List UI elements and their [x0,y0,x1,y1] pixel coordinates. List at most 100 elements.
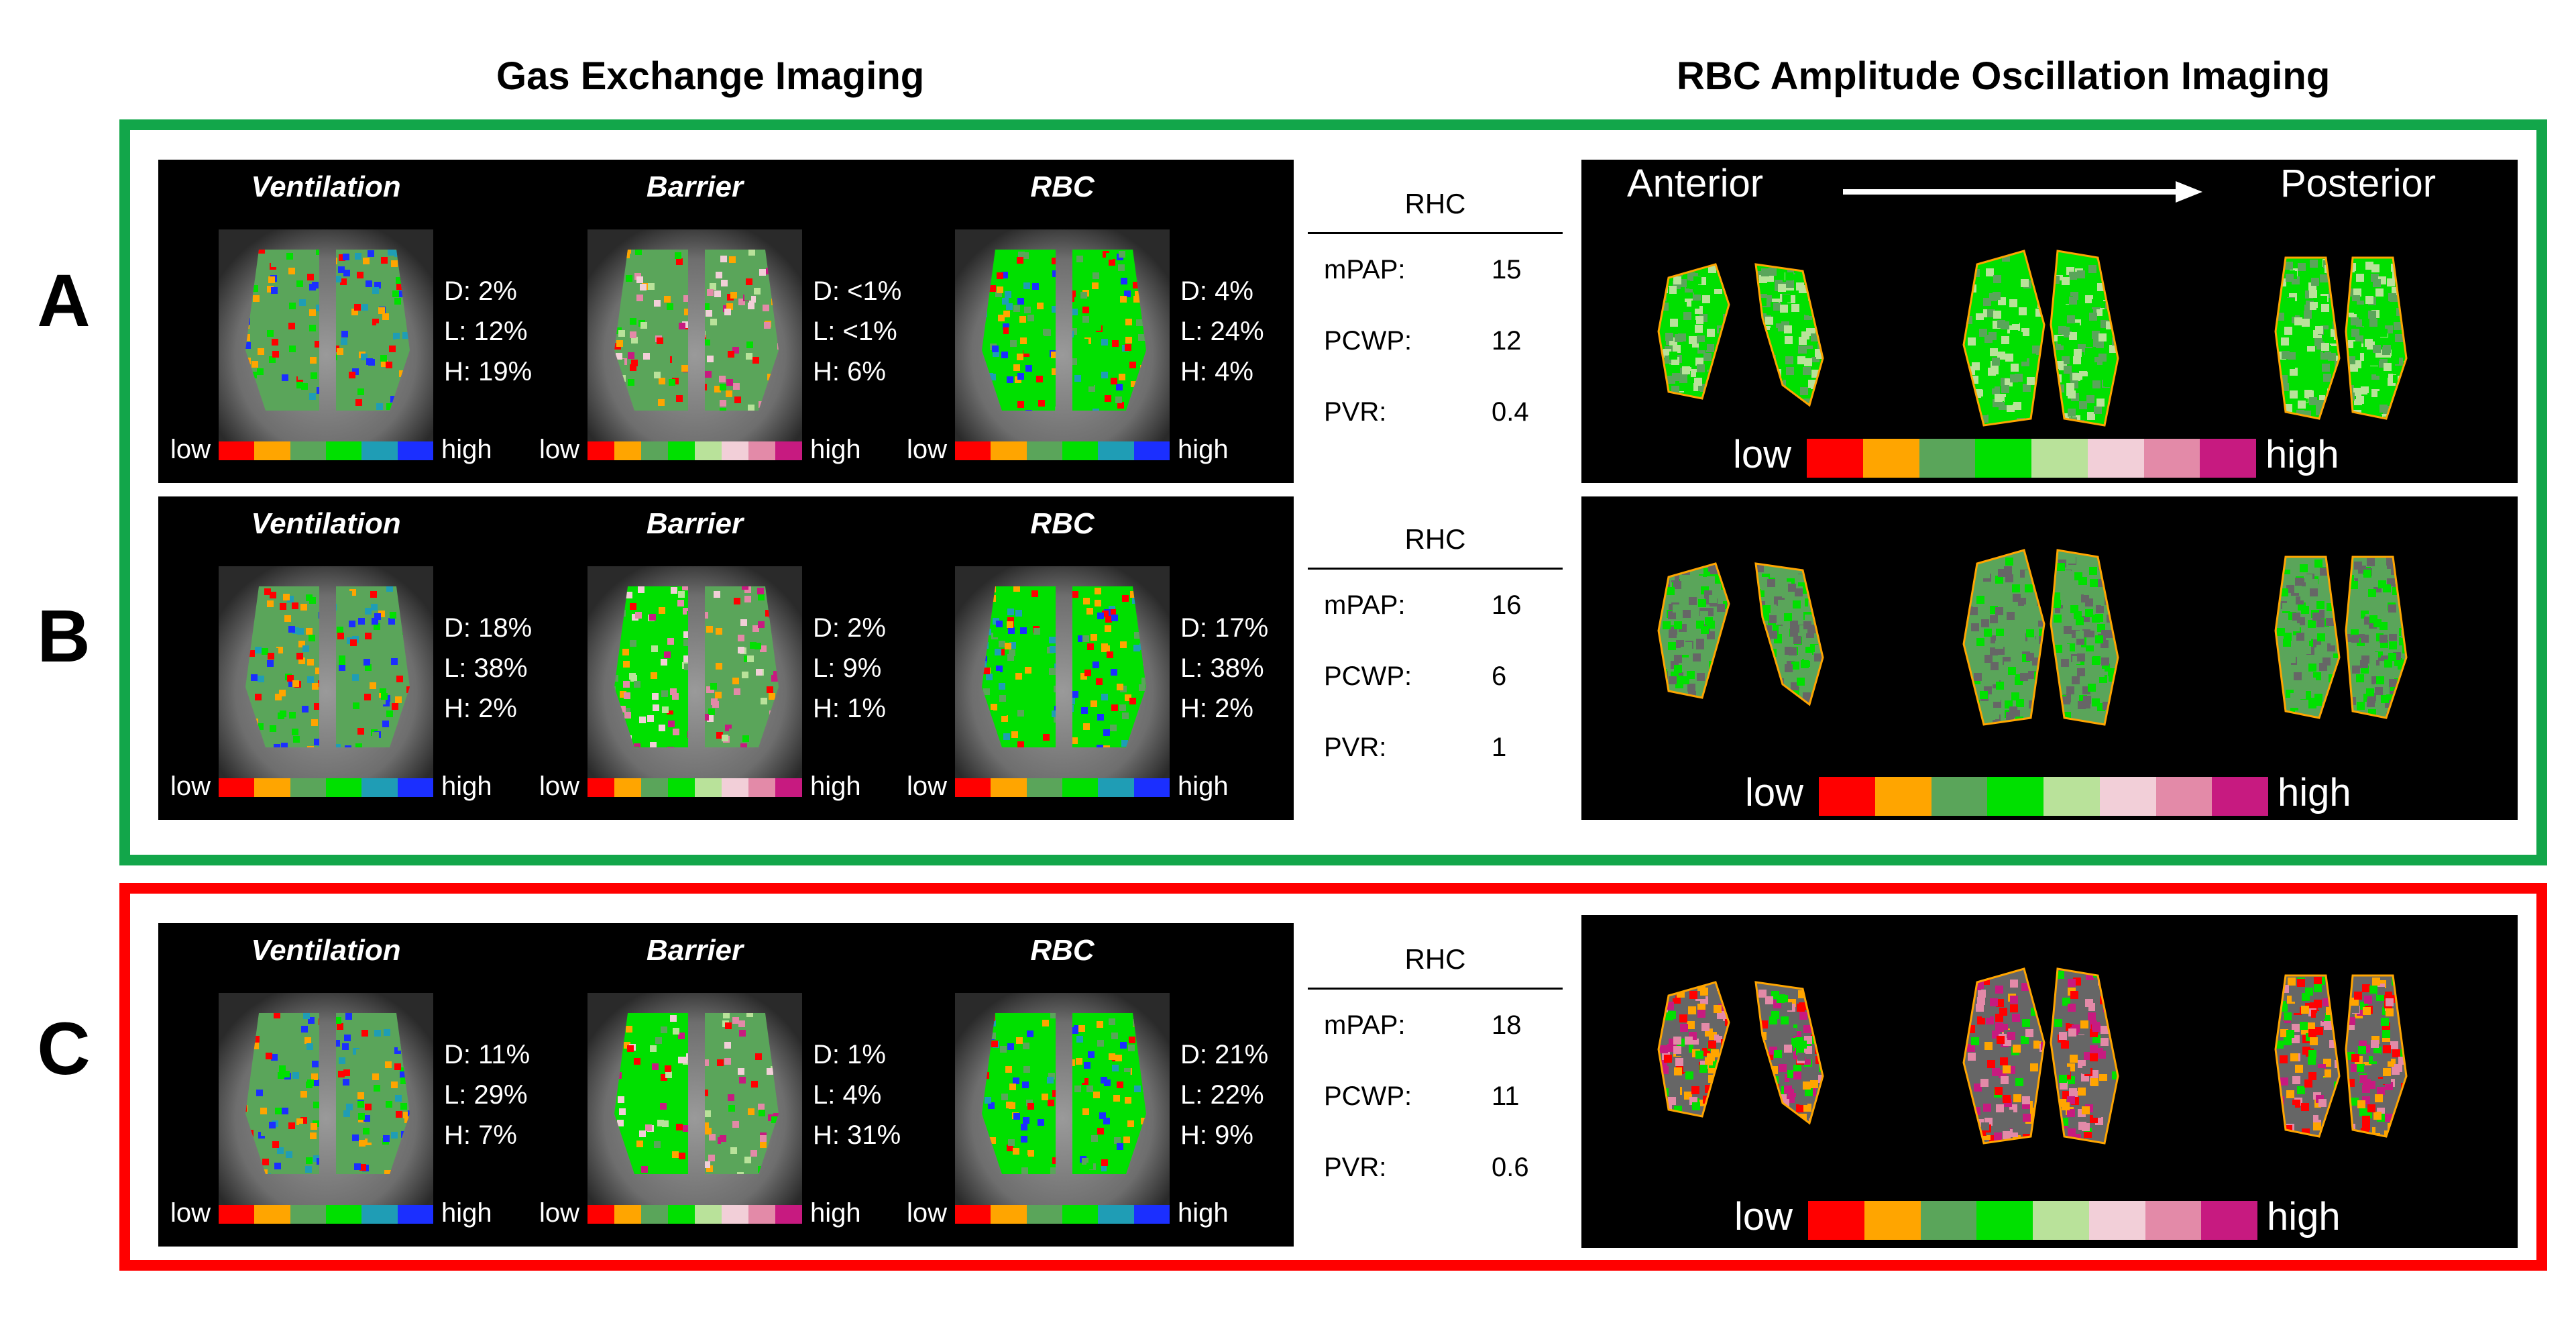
rbc-lung-map-image [955,993,1170,1221]
ventilation-map-title: Ventilation [251,934,401,967]
mpap-label: mPAP: [1324,1010,1406,1040]
rhc-divider [1308,988,1563,990]
oscillation-lung-images [1657,250,2408,427]
barrier-stat-d: D: <1% [813,276,902,306]
colorbar-bin [1987,777,2043,816]
barrier-map-title: Barrier [646,934,744,967]
oscillation-panel-c: low high [1581,915,2518,1248]
rbc-stat-d: D: 21% [1180,1040,1269,1069]
rbc-defect-stats: D: 17% L: 38% H: 2% [1180,608,1268,729]
rhc-row-pcwp: PCWP: 12 [1308,305,1563,376]
colorbar-bin [2200,439,2256,478]
posterior-label: Posterior [2280,162,2437,205]
ventilation-scale-high: high [441,435,492,464]
ventilation-colorbar [219,778,433,797]
pvr-label: PVR: [1324,733,1387,762]
gas-exchange-panel-a: Ventilation D: 2% L: 12% H: 19% low high Barri… [158,160,1294,483]
colorbar-bin [397,441,433,460]
barrier-stat-d: D: 1% [813,1040,886,1069]
pcwp-value: 11 [1492,1081,1520,1111]
ventilation-stat-d: D: 2% [444,276,517,306]
colorbar-bin [2143,439,2200,478]
rhc-row-mpap: mPAP: 18 [1308,990,1563,1061]
barrier-scale-low: low [539,1198,580,1228]
ventilation-scale-high: high [441,772,492,801]
rbc-stat-h: H: 4% [1180,357,1253,386]
pvr-label: PVR: [1324,1153,1387,1182]
ventilation-stat-h: H: 19% [444,357,533,386]
rhc-row-pcwp: PCWP: 6 [1308,641,1563,712]
colorbar-bin [2088,1201,2145,1240]
colorbar-bin [668,1205,695,1224]
oscillation-colorbar [1808,1201,2257,1240]
rhc-row-mpap: mPAP: 16 [1308,570,1563,641]
scale-high-label: high [2265,433,2339,476]
colorbar-bin [397,778,433,797]
colorbar-bin [955,1205,991,1224]
colorbar-bin [775,1205,802,1224]
row-label-c: C [37,1008,91,1090]
rhc-header: RHC [1404,943,1466,975]
row-label-b: B [37,595,91,678]
barrier-stat-d: D: 2% [813,613,886,643]
colorbar-bin [2043,777,2100,816]
oscillation-panel-a: Anterior Posterior low high [1581,160,2518,483]
ventilation-stat-h: H: 7% [444,1120,517,1150]
pcwp-value: 12 [1492,326,1522,356]
rhc-header: RHC [1404,188,1466,219]
colorbar-bin [991,1205,1027,1224]
colorbar-bin [614,1205,641,1224]
rhc-row-pvr: PVR: 1 [1308,712,1563,783]
scale-low-label: low [1734,1195,1793,1238]
rhc-row-pvr: PVR: 0.6 [1308,1132,1563,1203]
mpap-label: mPAP: [1324,590,1406,620]
barrier-stat-l: L: 9% [813,653,882,683]
rbc-map-title: RBC [1030,507,1095,540]
rbc-stat-h: H: 9% [1180,1120,1253,1150]
ventilation-scale-low: low [170,1198,211,1228]
rbc-scale-low: low [907,1198,948,1228]
colorbar-bin [1864,1201,1921,1240]
pcwp-value: 6 [1492,662,1507,691]
colorbar-bin [2031,439,2088,478]
barrier-colorbar [587,441,802,460]
colorbar-bin [1133,1205,1170,1224]
colorbar-bin [587,1205,614,1224]
colorbar-bin [991,441,1027,460]
colorbar-bin [1026,1205,1062,1224]
rbc-colorbar [955,441,1170,460]
barrier-scale-low: low [539,435,580,464]
colorbar-bin [361,778,398,797]
colorbar-bin [254,441,290,460]
colorbar-bin [290,1205,326,1224]
rbc-scale-high: high [1178,435,1229,464]
colorbar-bin [361,441,398,460]
colorbar-bin [219,441,255,460]
gas-exchange-panel-b: Ventilation D: 18% L: 38% H: 2% low high Barri… [158,496,1294,820]
pvr-value: 0.6 [1492,1153,1529,1182]
barrier-stat-h: H: 1% [813,694,886,723]
ventilation-colorbar [219,441,433,460]
rhc-row-mpap: mPAP: 15 [1308,234,1563,305]
oscillation-colorbar [1807,439,2256,478]
scale-low-label: low [1745,771,1804,814]
colorbar-bin [254,778,290,797]
colorbar-bin [1098,778,1134,797]
direction-arrow-icon [1843,181,2202,203]
barrier-colorbar [587,778,802,797]
barrier-defect-stats: D: 1% L: 4% H: 31% [813,1035,901,1155]
rbc-defect-stats: D: 4% L: 24% H: 4% [1180,271,1264,392]
barrier-stat-h: H: 6% [813,357,886,386]
colorbar-bin [219,1205,255,1224]
ventilation-defect-stats: D: 18% L: 38% H: 2% [444,608,532,729]
rhc-row-pcwp: PCWP: 11 [1308,1061,1563,1132]
ventilation-stat-d: D: 18% [444,613,533,643]
colorbar-bin [614,441,641,460]
colorbar-bin [1133,441,1170,460]
colorbar-bin [614,778,641,797]
normal-group-frame [119,119,2547,865]
rbc-stat-d: D: 4% [1180,276,1253,306]
rbc-stat-l: L: 22% [1180,1080,1264,1110]
ventilation-lung-map-image [219,993,433,1221]
colorbar-bin [2201,1201,2257,1240]
